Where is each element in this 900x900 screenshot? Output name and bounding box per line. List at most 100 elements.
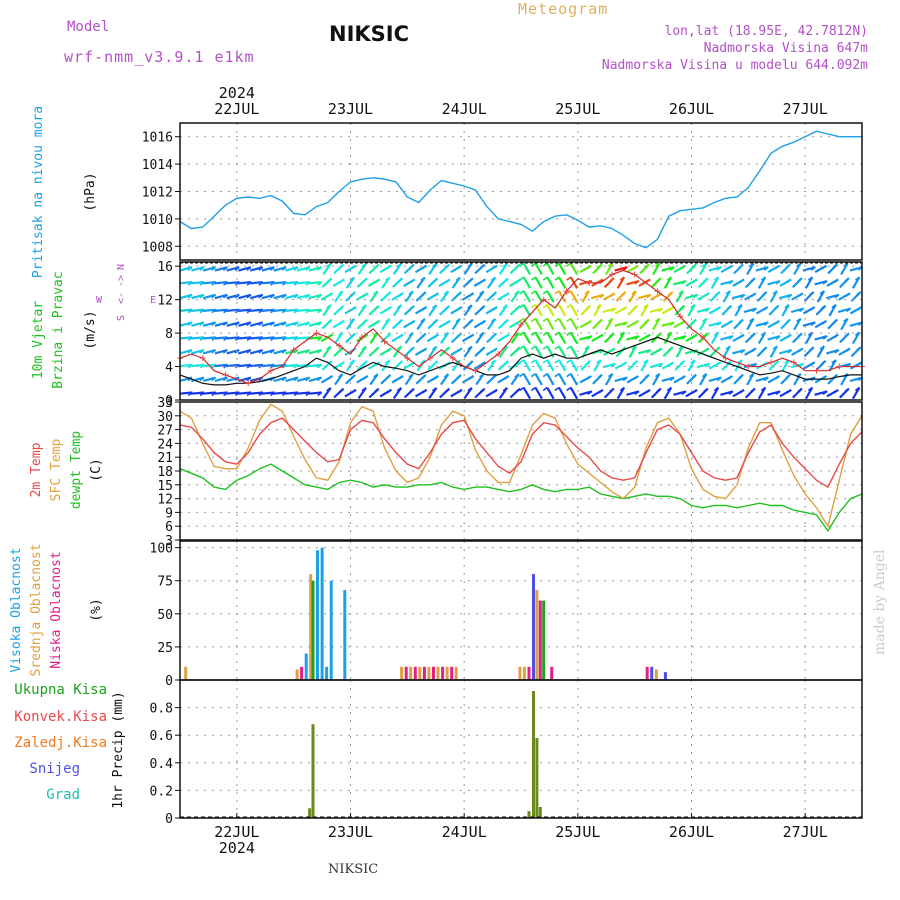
wind-barb-flag — [713, 386, 719, 392]
wind-barb-flag — [772, 345, 778, 350]
wind-barb-flag — [822, 390, 828, 396]
wind-barb — [757, 386, 767, 400]
wind-barb — [522, 276, 532, 289]
wind-barb-flag — [339, 305, 344, 310]
wind-barb-flag — [530, 317, 536, 323]
wind-barb — [746, 262, 755, 276]
wind-barb — [616, 276, 626, 289]
y-tick-label: 4 — [165, 361, 173, 376]
wind-barb-flag — [326, 262, 332, 268]
wind-barb-flag — [432, 387, 437, 392]
wind-barb-flag — [530, 290, 536, 295]
wind-ylabel2: Brzina i Pravac — [51, 271, 66, 388]
wind-compass: S <- -> N W E — [96, 264, 156, 321]
wind-barb-flag — [821, 265, 827, 270]
wind-barb-flag — [542, 317, 548, 323]
wind-barb-flag — [269, 349, 275, 354]
wind-gust-marker — [813, 367, 820, 374]
wind-barb — [557, 262, 567, 276]
wind-barb-flag — [519, 304, 525, 309]
wind-barb — [593, 359, 602, 372]
x-tick-label-bottom: 27JUL — [783, 823, 828, 841]
wind-barb-flag — [798, 292, 804, 297]
wind-barb-flag — [445, 320, 451, 325]
x-tick-label-bottom: 23JUL — [328, 823, 373, 841]
wind-barb — [296, 281, 311, 285]
wind-barb-flag — [713, 276, 719, 281]
wind-barb — [557, 386, 567, 400]
wind-barb — [804, 331, 814, 345]
wind-barb-flag — [566, 290, 572, 295]
wind-barb — [769, 345, 778, 358]
cloud-panel-frame — [179, 540, 863, 681]
cloud-bar-precip — [311, 580, 315, 680]
wind-barb-flag — [716, 306, 722, 311]
wind-barb-flag — [634, 390, 640, 396]
station-title: NIKSIC — [329, 22, 410, 46]
wind-barb — [546, 304, 555, 317]
wind-barb-flag — [530, 386, 536, 392]
wind-barb-flag — [763, 321, 769, 327]
y-tick-label: 16 — [157, 260, 173, 275]
wind-barb-flag — [774, 375, 780, 380]
y-tick-label: 1010 — [142, 213, 173, 228]
wind-barb — [534, 290, 543, 303]
wind-barb-flag — [519, 262, 525, 267]
wind-barb — [851, 386, 861, 400]
wind-barb — [238, 363, 252, 368]
wind-barb-flag — [666, 331, 672, 336]
wind-barb-flag — [542, 359, 548, 364]
wind-gust-marker — [563, 288, 570, 295]
wind-barb-flag — [258, 294, 264, 299]
wind-barb-flag — [658, 363, 663, 368]
wind-barb-flag — [492, 347, 498, 353]
wind-barb-flag — [469, 292, 475, 297]
wind-barb-flag — [515, 305, 521, 310]
cloud-bar-mid — [309, 574, 313, 680]
wind-barb — [569, 373, 579, 386]
wind-barb-flag — [739, 278, 745, 284]
wind-barb-flag — [844, 387, 850, 393]
footer-station: NIKSIC — [328, 862, 379, 877]
wind-barb-flag — [375, 320, 381, 325]
compass-arrow-left: <- — [116, 292, 127, 304]
wind-barb-flag — [519, 276, 525, 281]
wind-barb-flag — [622, 376, 628, 382]
wind-barb-flag — [519, 331, 525, 336]
wind-barb-flag — [281, 321, 287, 327]
wind-barb-flag — [338, 290, 343, 295]
wind-gust-marker — [836, 363, 843, 370]
wind-barb-flag — [398, 375, 404, 380]
wind-barb-flag — [762, 291, 768, 296]
wind-barb-flag — [444, 388, 450, 393]
wind-barb-flag — [631, 345, 637, 350]
wind-barb-flag — [328, 292, 333, 297]
wind-barb-flag — [246, 349, 252, 354]
wind-barb-flag — [350, 291, 356, 296]
wind-barb-flag — [644, 318, 650, 324]
wind-barb — [569, 331, 579, 345]
wind-barb-flag — [421, 291, 427, 296]
wind-barb — [699, 262, 708, 276]
wind-barb — [296, 308, 311, 312]
wind-barb — [546, 317, 555, 331]
compass-south: S — [116, 315, 127, 321]
wind-barb-flag — [457, 389, 463, 394]
wind-barb-flag — [566, 262, 572, 267]
wind-barb-flag — [305, 321, 311, 327]
wind-barb — [273, 281, 287, 285]
wind-barb-flag — [246, 266, 252, 271]
wind-barb — [191, 281, 205, 285]
wind-barb-flag — [519, 359, 525, 364]
wind-barb-flag — [455, 276, 461, 282]
wind-barb-flag — [199, 349, 205, 354]
wind-barb-flag — [763, 376, 769, 382]
y-tick-label: 100 — [150, 542, 173, 557]
wind-barb — [663, 276, 673, 289]
wind-barb-flag — [293, 321, 299, 327]
wind-barb-flag — [420, 276, 426, 282]
wind-barb-flag — [409, 305, 415, 310]
wind-barb-flag — [784, 304, 790, 309]
wind-barb-flag — [586, 375, 592, 380]
y-tick-label: 1012 — [142, 186, 173, 201]
